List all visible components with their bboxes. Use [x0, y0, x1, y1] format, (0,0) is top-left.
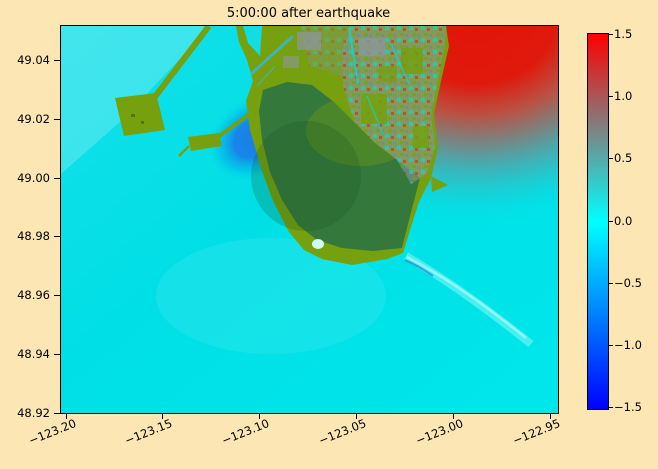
x-tick-mark [65, 413, 67, 419]
y-tick-label: 48.92 [17, 405, 50, 420]
heatmap-canvas [61, 26, 558, 413]
wake-trail [403, 252, 534, 348]
port-jetty [115, 26, 212, 136]
x-tick-label: −123.05 [316, 416, 369, 448]
upland-dark-shade [251, 121, 361, 231]
colorbar-tick-label: −1.0 [614, 338, 642, 353]
y-tick-mark [54, 412, 60, 414]
colorbar-tick-label: 0.0 [614, 213, 633, 228]
plot-area [60, 25, 559, 414]
y-tick-label: 49.00 [17, 170, 50, 185]
plot-title: 5:00:00 after earthquake [226, 6, 391, 21]
y-tick-mark [54, 295, 60, 296]
y-tick-mark [54, 236, 60, 238]
y-tick-label: 48.94 [17, 346, 50, 361]
colorbar-tick-mark [608, 282, 613, 284]
x-tick-label: −123.15 [123, 416, 175, 448]
colorbar-tick-mark [608, 95, 613, 97]
y-tick-label: 48.98 [17, 229, 50, 244]
top-band-details [249, 32, 321, 87]
x-tick-label: −123.20 [26, 416, 78, 448]
x-tick-label: −123.00 [413, 416, 465, 448]
y-tick-label: 48.96 [17, 288, 50, 302]
coast-spur [431, 176, 448, 192]
y-tick-mark [54, 118, 60, 120]
x-tick-label: −122.95 [510, 416, 562, 448]
colorbar-tick-mark [608, 158, 613, 160]
ferry-jetty [178, 111, 253, 157]
y-tick-mark [54, 353, 60, 355]
x-tick-mark [549, 413, 551, 419]
light-water-south [156, 238, 386, 354]
colorbar-tick-label: 1.0 [614, 88, 633, 103]
colorbar [587, 33, 609, 410]
colorbar-tick-label: −1.5 [614, 400, 642, 415]
y-tick-mark [54, 60, 60, 61]
colorbar-tick-mark [608, 33, 613, 35]
colorbar-tick-mark [608, 220, 613, 222]
x-tick-mark [355, 413, 357, 419]
colorbar-tick-label: −0.5 [614, 275, 642, 290]
land-upland [259, 82, 420, 251]
colorbar-tick-label: 0.5 [614, 151, 633, 166]
inlet-channel [243, 26, 262, 56]
colorbar-tick-mark [608, 345, 613, 347]
x-tick-mark [452, 413, 454, 419]
y-tick-label: 49.02 [17, 111, 50, 126]
colorbar-tick-label: 1.5 [614, 26, 633, 41]
y-tick-label: 49.04 [17, 53, 50, 67]
pond [312, 239, 324, 249]
x-tick-mark [162, 413, 164, 419]
colorbar-tick-mark [608, 407, 613, 409]
x-tick-mark [259, 413, 261, 419]
x-tick-label: −123.10 [219, 416, 272, 448]
y-tick-mark [54, 177, 60, 179]
